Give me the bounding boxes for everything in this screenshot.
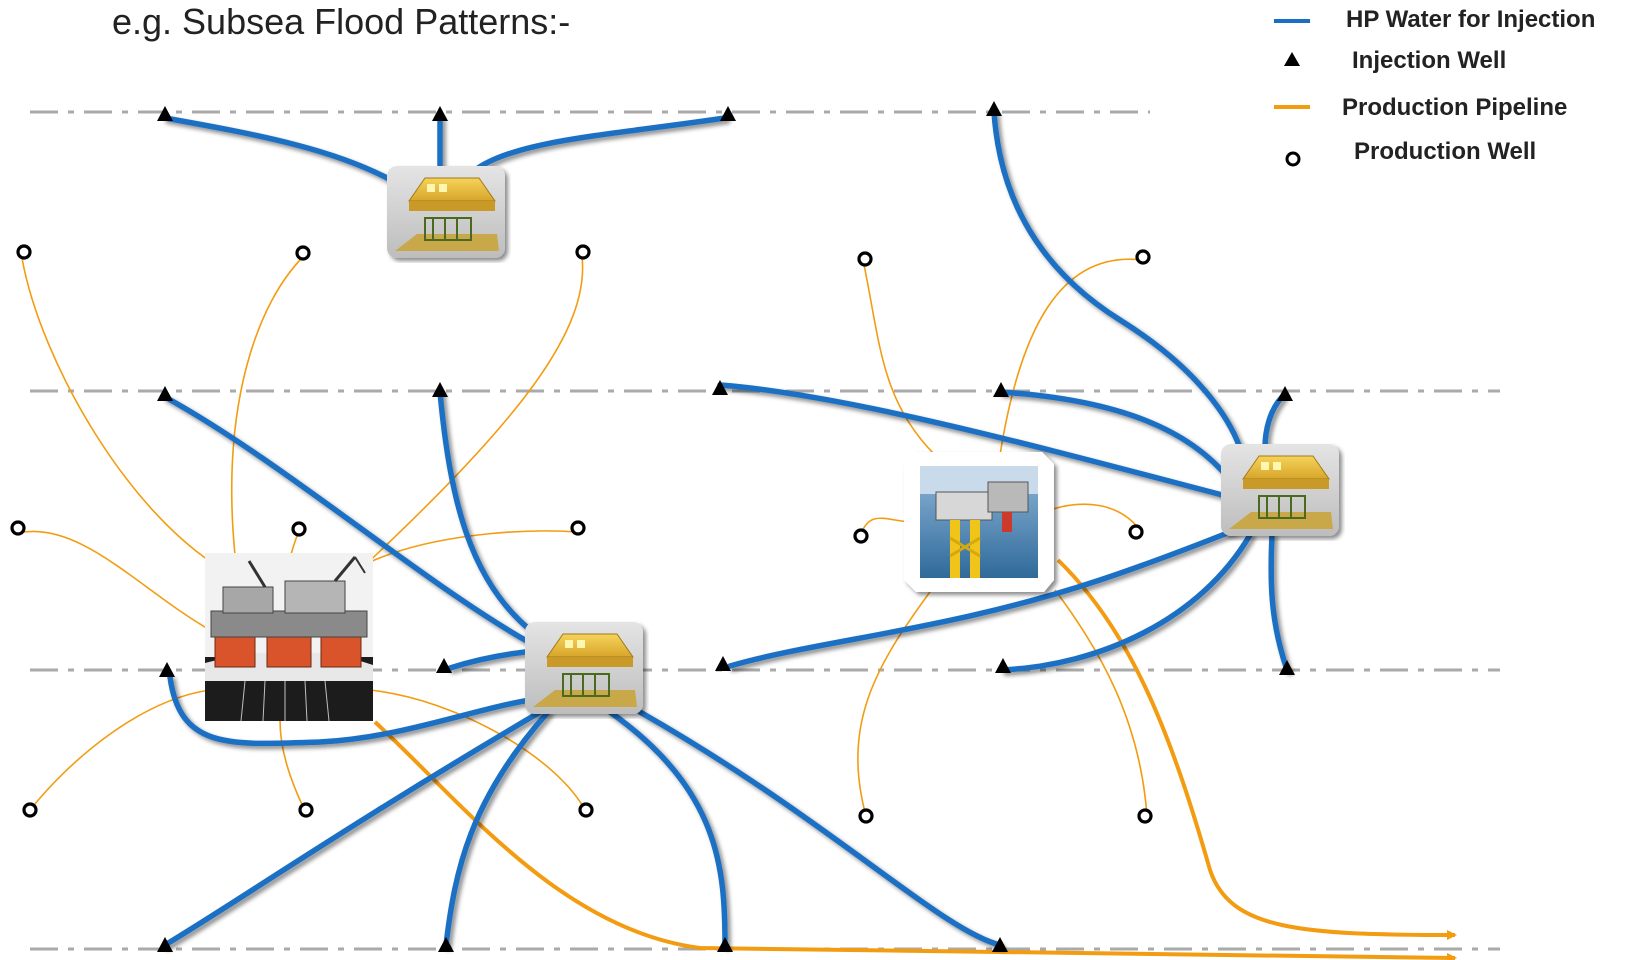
export-pipeline-1 [373,720,1457,960]
injection-well-icon [432,106,448,121]
production-well-icon [858,808,874,824]
injection-well-icon [436,658,452,673]
hp-water-line [991,109,1243,451]
hp-water-line [443,709,551,948]
injection-well-legend-icon [1284,52,1300,66]
export-pipeline-2 [1056,558,1457,940]
injection-well-icon [432,382,448,397]
hp-water-line [1000,532,1253,673]
injection-well-icon [992,937,1008,952]
injection-well-icon [1279,660,1295,675]
production-well-icon [22,802,38,818]
injection-well-icon [712,380,728,395]
production-well-icon [1137,808,1153,824]
production-pipeline [860,517,911,535]
diagram-title: e.g. Subsea Flood Patterns:- [112,1,571,42]
production-well-icon [1135,249,1151,265]
injection-well-icon [986,101,1002,116]
production-pipeline [279,719,307,814]
hp-water-line [437,389,533,633]
production-pipeline [17,530,211,631]
production-pipeline [231,256,304,556]
production-well-icon [575,244,591,260]
production-pipeline [29,689,211,811]
production-well-legend-icon [1285,151,1301,167]
production-pipeline [999,258,1144,456]
export-pipelines [373,558,1457,960]
hp-water-legend-swatch [1274,19,1310,23]
hp-water-line [1268,532,1290,673]
injection-well-icon [157,106,173,121]
injection-well-icon [438,937,454,952]
injection-wells [157,101,1295,952]
injection-well-icon [993,382,1009,397]
production-pipeline [1054,589,1148,817]
hp-water-line [1262,394,1285,451]
production-well-icon [298,802,314,818]
production-pipeline [857,584,936,817]
production-wells [10,244,1153,824]
hp-water-line [162,394,528,643]
production-well-icon [291,521,307,537]
legend-production-well-label: Production Well [1354,138,1537,165]
production-well-icon [857,251,873,267]
production-well-icon [10,520,26,536]
production-well-icon [853,528,869,544]
production-pipeline-legend-swatch [1274,105,1310,109]
hp-water-line [607,709,728,948]
hp-water-line [447,649,528,671]
hp-water-line [475,115,728,171]
production-pipeline [359,255,584,571]
hp-water-line [998,389,1233,483]
hp-water-line [162,115,403,188]
hp-water-line [637,709,1003,948]
injection-well-icon [157,386,173,401]
subsea-manifold-middle [525,622,643,714]
injection-well-icon [157,937,173,952]
production-well-icon [295,245,311,261]
hp-water-line [167,674,533,747]
subsea-manifold-top [387,166,505,258]
hp-water-line [727,525,1243,669]
injection-well-icon [715,656,731,671]
production-well-icon [1128,524,1144,540]
injection-well-icon [717,937,733,952]
production-well-icon [578,802,594,818]
floating-platform-icon [205,553,373,722]
production-pipeline [862,259,936,456]
grid-guide-lines [30,110,1500,951]
legend-production-pipeline-label: Production Pipeline [1342,94,1568,121]
hp-water-line [162,709,543,948]
production-well-icon [570,520,586,536]
injection-well-icon [159,662,175,677]
legend-injection-well-label: Injection Well [1352,47,1507,74]
legend-hp-water-label: HP Water for Injection [1346,6,1596,33]
production-well-icon [16,244,32,260]
fixed-platform-icon [904,452,1054,592]
hp-water-line [717,382,1233,500]
subsea-manifold-right [1221,444,1339,536]
hp-water-lines [162,109,1290,948]
injection-well-icon [995,658,1011,673]
injection-well-icon [1277,386,1293,401]
production-pipeline [21,257,233,576]
injection-well-icon [720,106,736,121]
production-pipeline [1049,503,1144,535]
